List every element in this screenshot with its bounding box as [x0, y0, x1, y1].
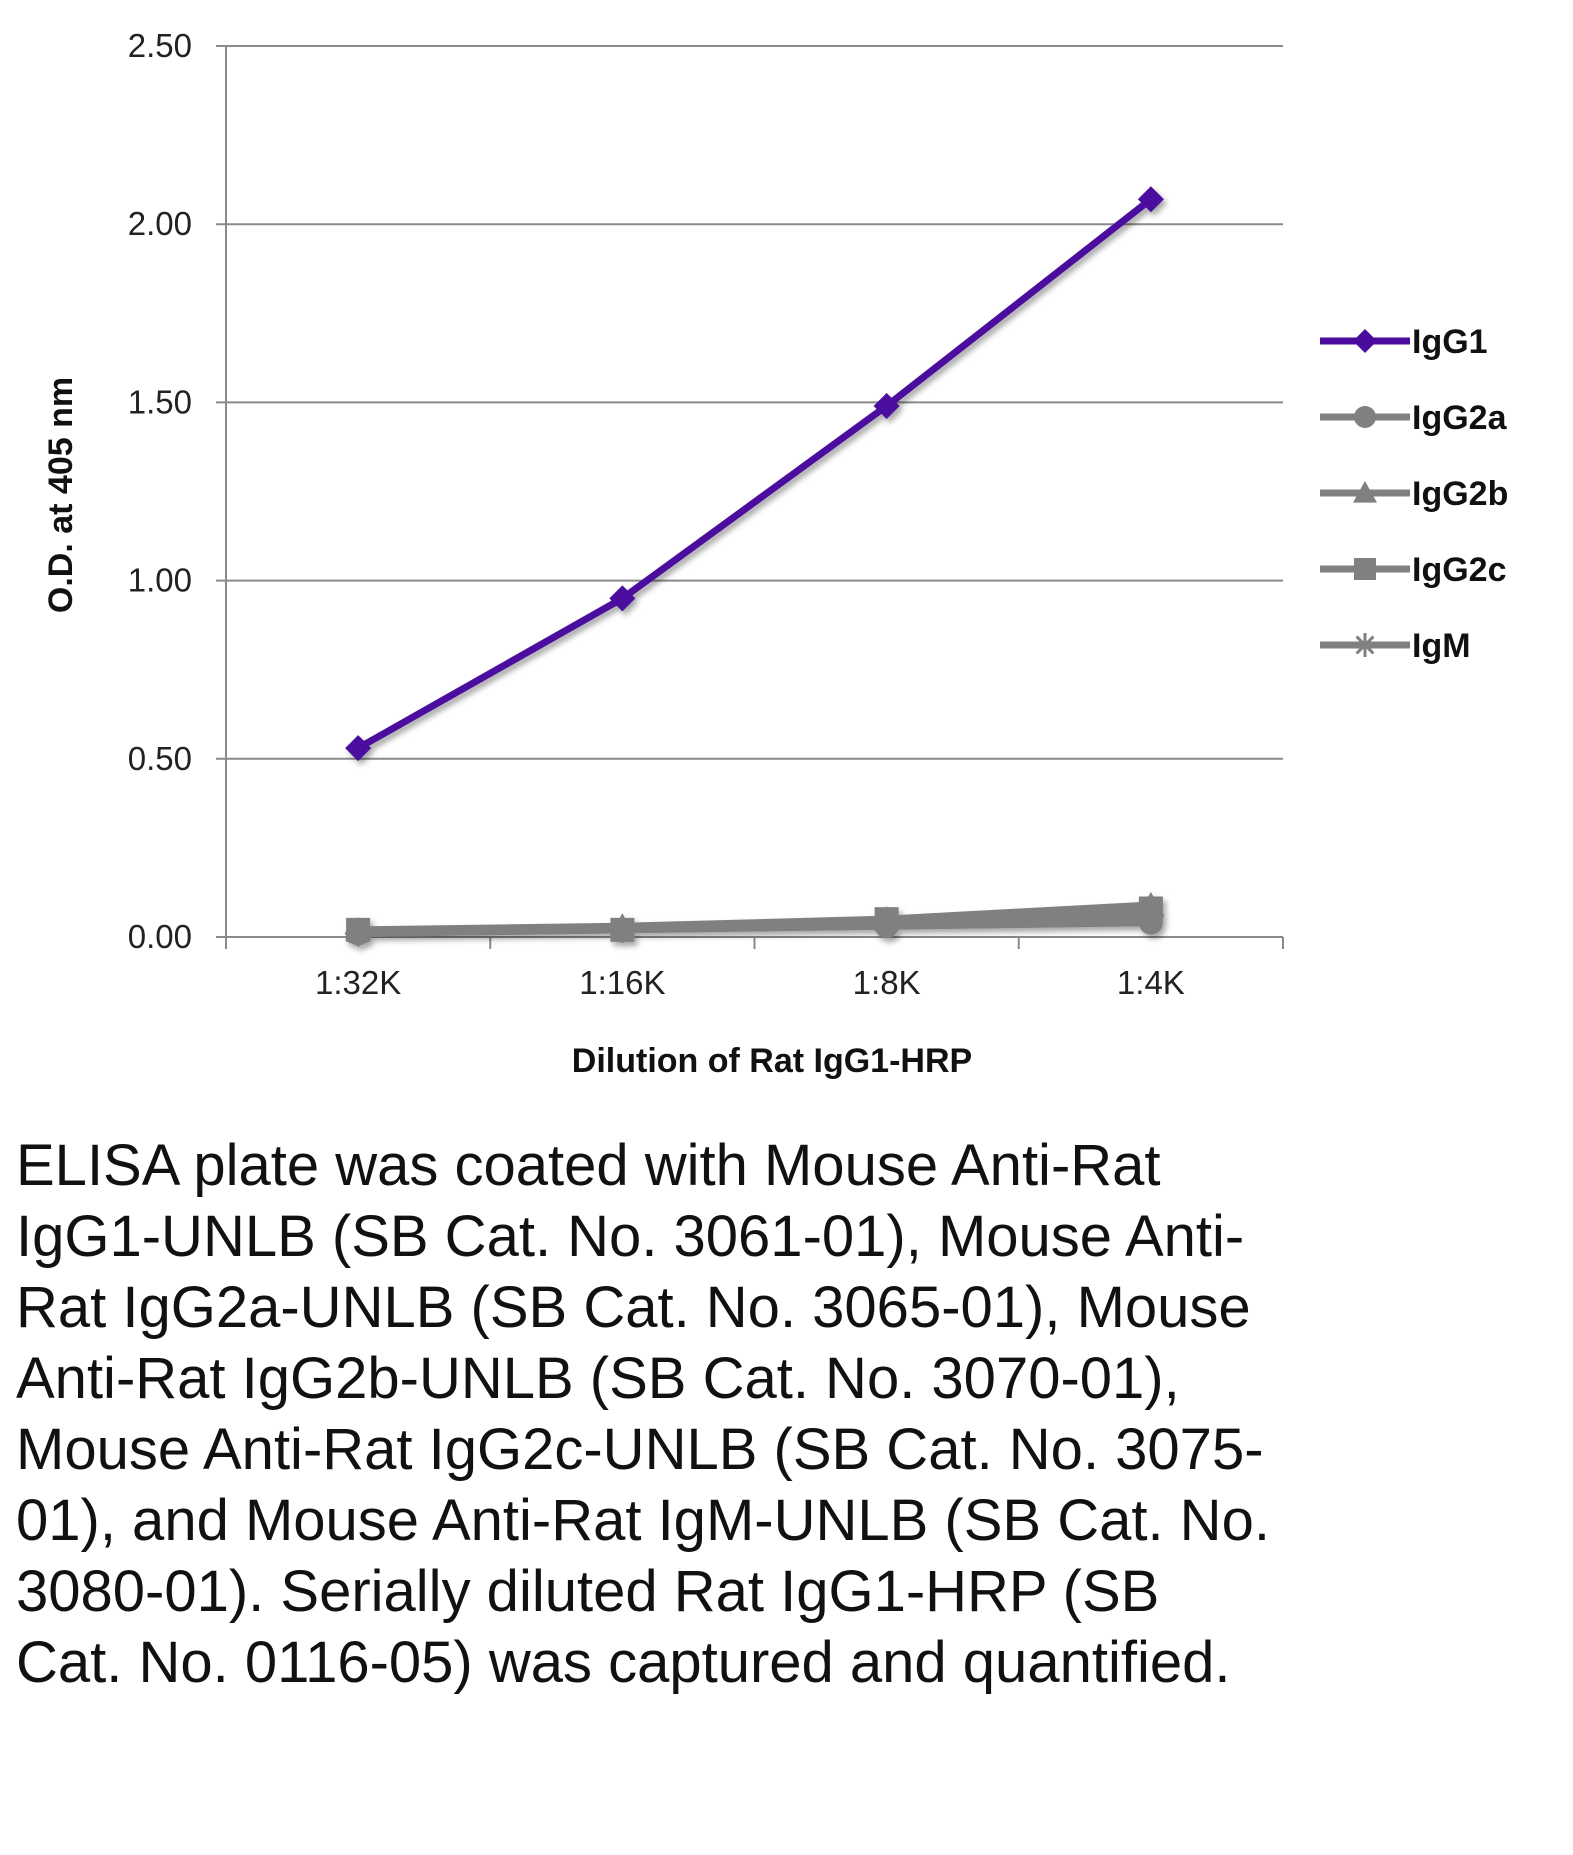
star-marker — [1353, 633, 1377, 657]
x-tick-label: 1:8K — [853, 964, 921, 1001]
diamond-marker — [345, 735, 372, 762]
diamond-marker — [1137, 186, 1164, 213]
y-tick-label: 1.00 — [128, 562, 192, 599]
triangle-marker — [1353, 481, 1377, 503]
legend-label: IgG1 — [1412, 323, 1488, 361]
legend-label: IgG2b — [1412, 475, 1508, 513]
x-tick-label: 1:4K — [1117, 964, 1185, 1001]
series-IgG2a — [346, 910, 1163, 946]
series-line — [358, 919, 1151, 937]
figure-caption: ELISA plate was coated with Mouse Anti-R… — [16, 1133, 1270, 1695]
y-tick-label: 2.50 — [128, 27, 192, 64]
x-tick-label: 1:16K — [579, 964, 665, 1001]
legend-item-IgG2b: IgG2b — [1320, 475, 1508, 513]
circle-marker — [874, 914, 899, 939]
series-line — [358, 901, 1152, 934]
diamond-marker — [609, 585, 636, 612]
x-tick-label: 1:32K — [315, 964, 401, 1001]
y-tick-label: 0.00 — [128, 918, 192, 955]
triangle-marker — [1137, 891, 1164, 916]
legend-label: IgG2a — [1412, 399, 1508, 437]
y-axis-label: O.D. at 405 nm — [42, 377, 80, 613]
y-tick-label: 2.00 — [128, 205, 192, 242]
series-line — [356, 196, 1154, 752]
legend-item-IgM: IgM — [1320, 627, 1471, 665]
x-axis-label: Dilution of Rat IgG1-HRP — [572, 1042, 972, 1080]
circle-marker — [1138, 910, 1163, 935]
legend-item-IgG2a: IgG2a — [1320, 399, 1508, 437]
legend-item-IgG2c: IgG2c — [1320, 551, 1506, 589]
elisa-line-chart: 0.00 0.50 1.00 1.50 2.00 2.50 1:32K 1:16K 1:8K 1… — [42, 27, 1508, 1080]
circle-marker — [1354, 406, 1376, 428]
legend: IgG1 IgG2a IgG2b IgG2c IgM — [1320, 323, 1508, 665]
square-marker — [1354, 558, 1376, 580]
diamond-marker — [1353, 329, 1377, 353]
series-IgG1 — [345, 186, 1164, 762]
circle-marker — [346, 921, 371, 946]
y-tick-label: 0.50 — [128, 740, 192, 777]
legend-label: IgM — [1412, 627, 1471, 665]
y-tick-label: 1.50 — [128, 383, 192, 420]
legend-label: IgG2c — [1412, 551, 1506, 589]
legend-item-IgG1: IgG1 — [1320, 323, 1488, 361]
diamond-marker — [873, 392, 900, 419]
circle-marker — [610, 917, 635, 942]
